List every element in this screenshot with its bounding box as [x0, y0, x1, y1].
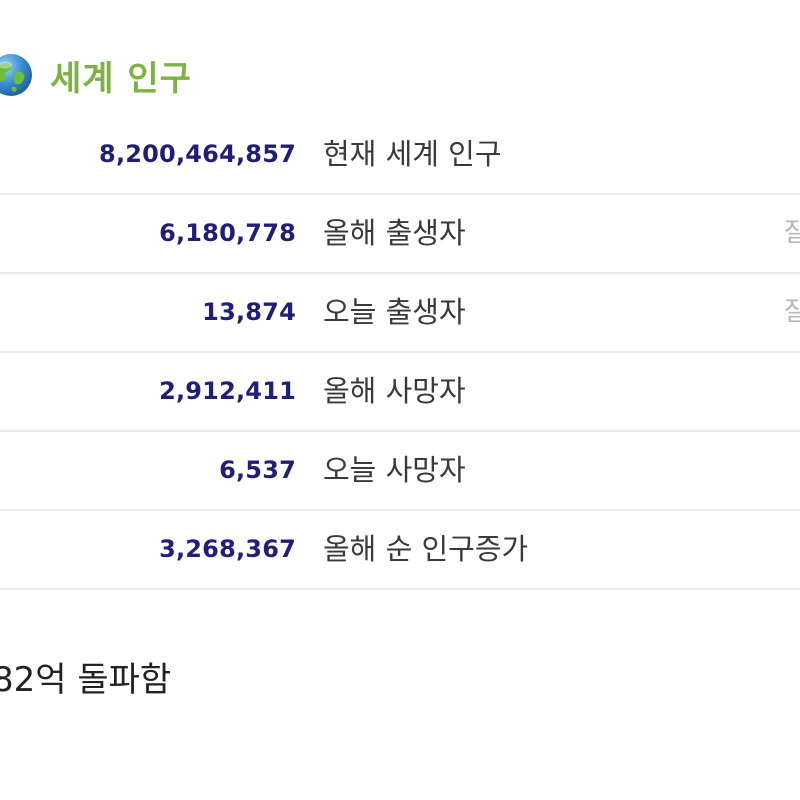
stat-value: 6,180,778	[159, 219, 296, 247]
stat-label: 올해 순 인구증가	[323, 532, 529, 566]
stat-value: 2,912,411	[159, 377, 296, 405]
stat-row: 13,874 오늘 출생자 잘	[0, 274, 800, 353]
stat-value: 3,268,367	[159, 535, 296, 563]
stat-label: 올해 출생자	[323, 216, 466, 250]
stat-row: 6,537 오늘 사망자	[0, 432, 800, 511]
stat-value: 13,874	[202, 298, 296, 326]
stat-label: 현재 세계 인구	[323, 137, 502, 171]
stat-label: 오늘 사망자	[323, 453, 466, 487]
stat-label: 올해 사망자	[323, 374, 466, 408]
caption-text: 82억 돌파함	[0, 660, 172, 700]
page-title: 세계 인구	[50, 58, 192, 99]
globe-icon	[0, 54, 32, 96]
stat-row: 6,180,778 올해 출생자 잘	[0, 195, 800, 274]
stat-value: 8,200,464,857	[99, 140, 296, 168]
stat-value: 6,537	[219, 456, 296, 484]
stat-edge-text: 잘	[784, 218, 800, 248]
stat-row: 2,912,411 올해 사망자	[0, 353, 800, 432]
section-header: 세계 인구	[0, 48, 192, 102]
stat-row: 3,268,367 올해 순 인구증가	[0, 511, 800, 590]
stat-row: 8,200,464,857 현재 세계 인구	[0, 116, 800, 195]
stat-edge-text: 잘	[784, 297, 800, 327]
stat-label: 오늘 출생자	[323, 295, 466, 329]
population-stats-list: 8,200,464,857 현재 세계 인구 6,180,778 올해 출생자 잘 13,…	[0, 116, 800, 590]
